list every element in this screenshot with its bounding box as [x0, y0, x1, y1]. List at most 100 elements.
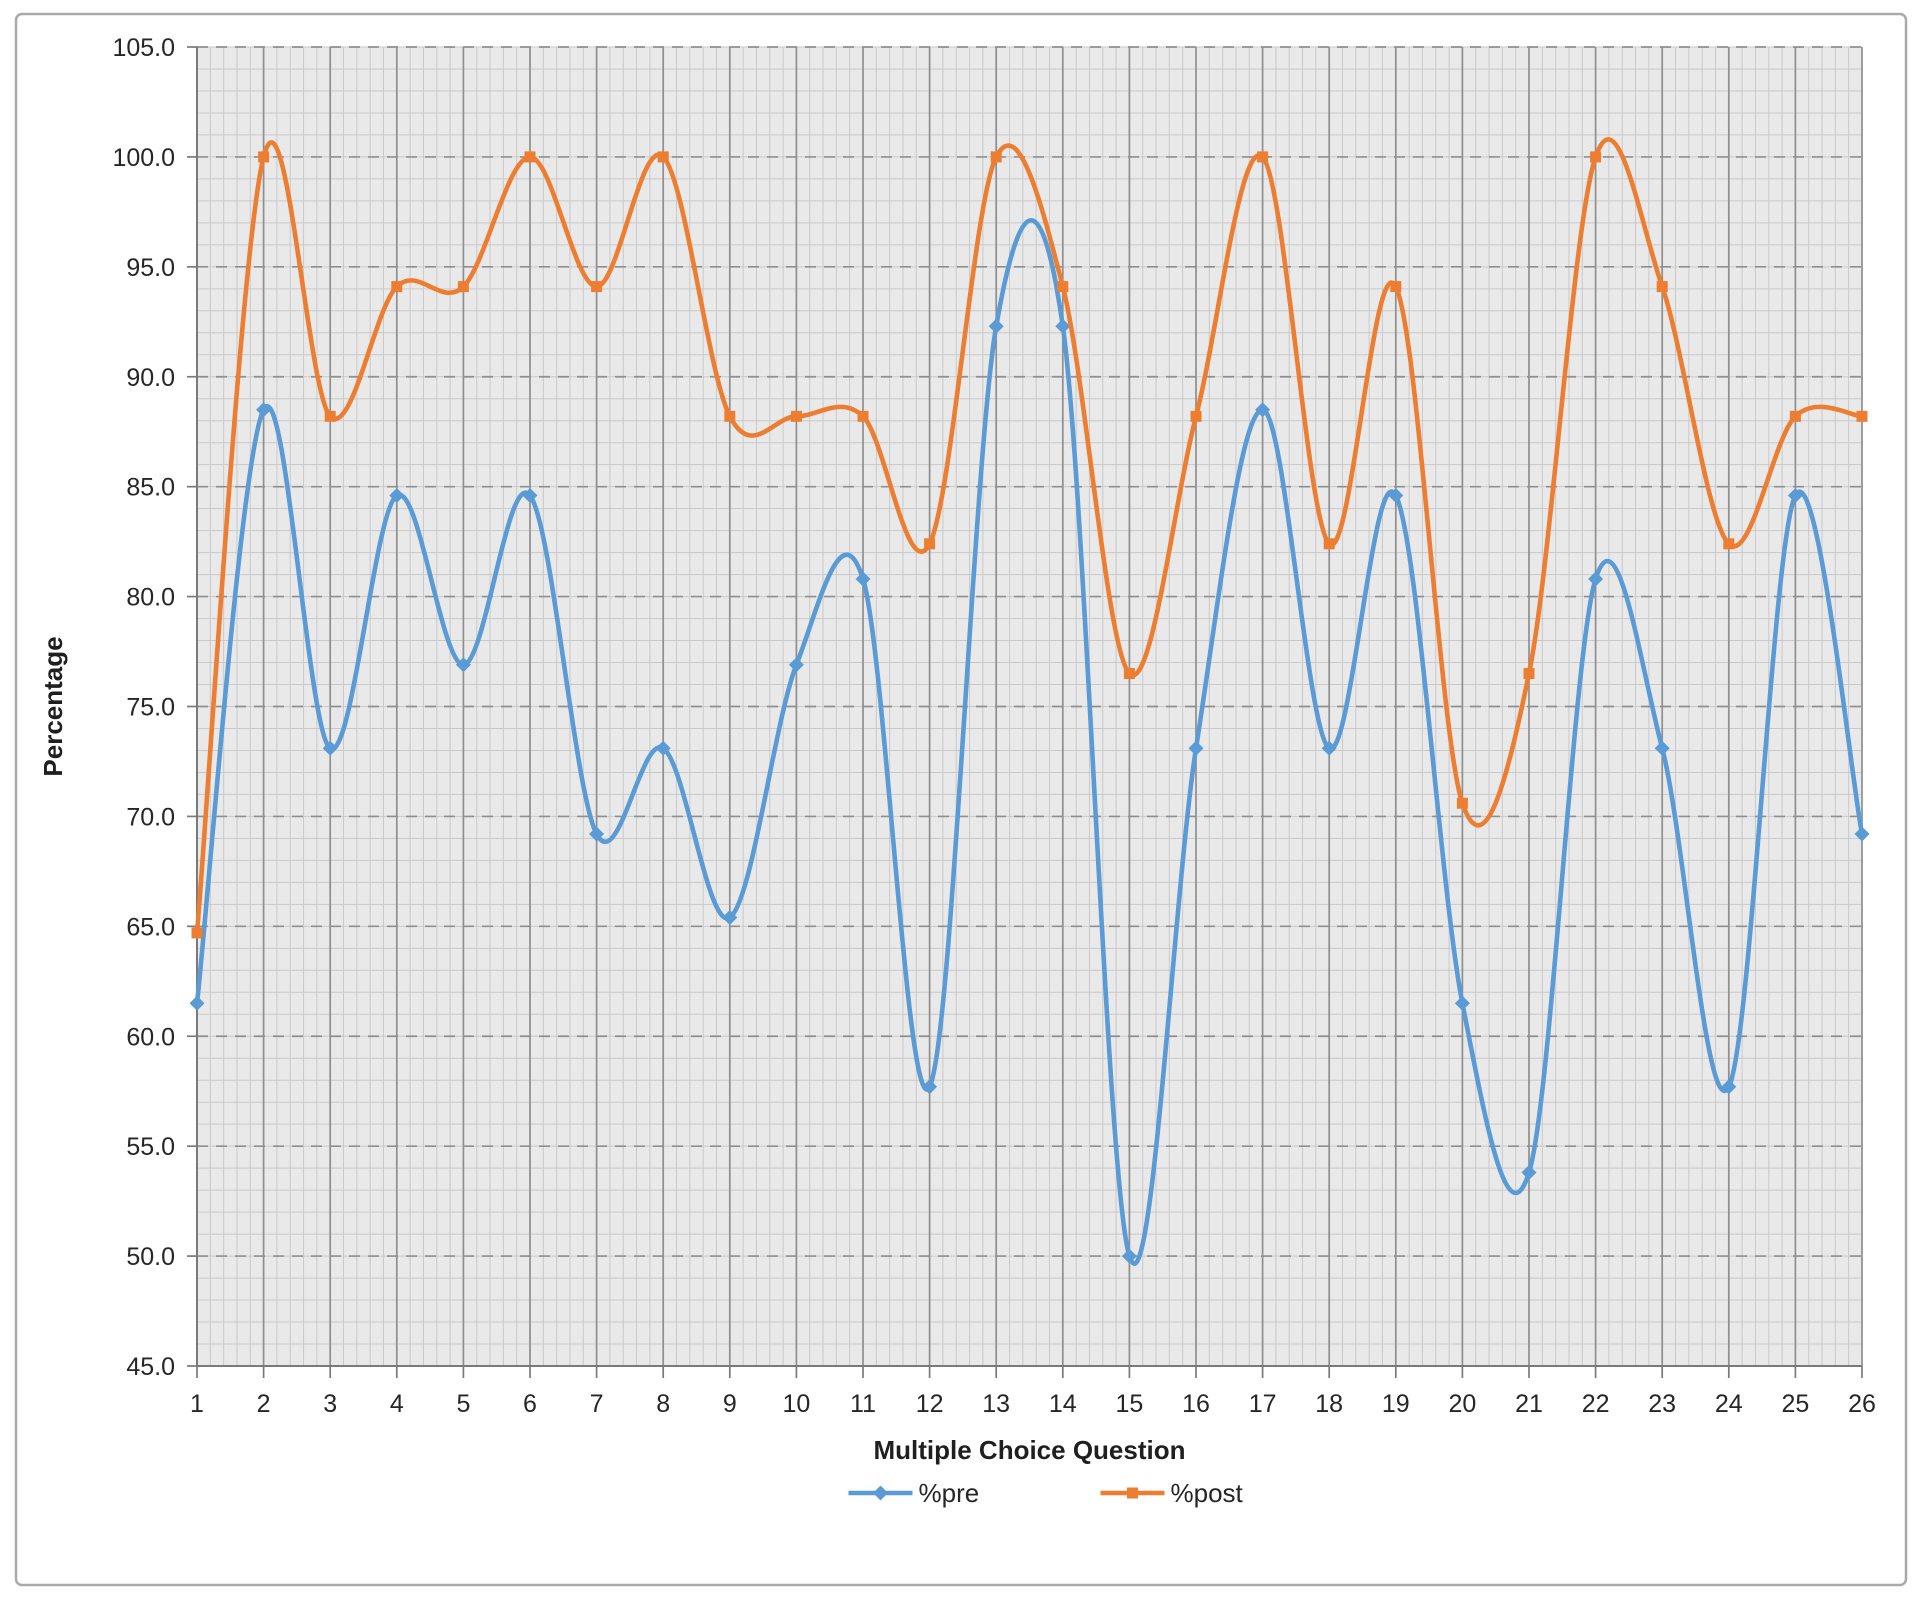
pre-data-point-marker	[1454, 995, 1470, 1011]
x-tick-label: 12	[916, 1390, 944, 1418]
x-tick-label: 2	[257, 1390, 271, 1418]
post-series-line	[194, 137, 1865, 936]
legend-item-post: %post	[1100, 1478, 1244, 1508]
post-data-point-marker	[657, 151, 669, 163]
pre-data-point-marker	[788, 657, 804, 673]
pre-data-point-marker	[522, 487, 538, 503]
y-tick-label: 65.0	[126, 913, 175, 941]
pre-data-point-marker	[1721, 1079, 1737, 1095]
post-data-point-marker	[391, 281, 403, 293]
post-data-point-marker	[857, 410, 869, 422]
post-data-point-marker	[790, 410, 802, 422]
post-data-point-marker	[1123, 668, 1135, 680]
pre-data-point-marker	[1321, 740, 1337, 756]
post-data-point-marker	[258, 151, 270, 163]
post-data-point-marker	[1257, 151, 1269, 163]
x-tick-label: 22	[1582, 1390, 1610, 1418]
legend-label-post: %post	[1171, 1478, 1244, 1508]
pre-data-point-marker	[922, 1079, 938, 1095]
pre-data-point-marker	[1588, 571, 1604, 587]
x-tick-label: 20	[1448, 1390, 1476, 1418]
post-data-point-marker	[1856, 410, 1868, 422]
x-tick-label: 23	[1648, 1390, 1676, 1418]
x-tick-label: 13	[982, 1390, 1010, 1418]
post-data-point-marker	[191, 927, 203, 939]
y-tick-label: 85.0	[126, 474, 175, 502]
post-data-point-marker	[1390, 281, 1402, 293]
pre-data-point-marker	[455, 657, 471, 673]
post-data-point-marker	[924, 538, 936, 550]
x-tick-label: 18	[1315, 1390, 1343, 1418]
pre-data-point-marker	[655, 740, 671, 756]
post-data-point-marker	[1723, 538, 1735, 550]
pre-data-point-marker	[1521, 1165, 1537, 1181]
x-tick-label: 15	[1115, 1390, 1143, 1418]
pre-data-point-marker	[722, 910, 738, 926]
x-tick-label: 1	[190, 1390, 204, 1418]
x-tick-label: 24	[1715, 1390, 1743, 1418]
y-tick-label: 80.0	[126, 584, 175, 612]
x-tick-label: 14	[1049, 1390, 1077, 1418]
x-tick-label: 25	[1781, 1390, 1809, 1418]
post-data-point-marker	[724, 410, 736, 422]
pre-data-point-marker	[1787, 487, 1803, 503]
x-tick-label: 5	[456, 1390, 470, 1418]
y-tick-label: 100.0	[112, 144, 175, 172]
post-data-point-marker	[1523, 668, 1535, 680]
x-tick-label: 10	[782, 1390, 810, 1418]
x-tick-label: 9	[723, 1390, 737, 1418]
y-tick-label: 70.0	[126, 803, 175, 831]
post-data-point-marker	[524, 151, 536, 163]
post-data-point-marker	[1789, 410, 1801, 422]
pre-data-point-marker	[1654, 740, 1670, 756]
x-axis-title: Multiple Choice Question	[873, 1435, 1185, 1465]
pre-data-point-marker	[189, 995, 205, 1011]
x-tick-label: 11	[850, 1390, 876, 1418]
pre-data-point-marker	[322, 740, 338, 756]
post-data-point-marker	[1590, 151, 1602, 163]
legend-item-pre: %pre	[848, 1478, 980, 1508]
pre-data-point-marker	[1188, 740, 1204, 756]
post-data-point-marker	[1323, 538, 1335, 550]
pre-data-point-marker	[1055, 318, 1071, 334]
y-tick-label: 50.0	[126, 1243, 175, 1271]
x-tick-label: 16	[1182, 1390, 1210, 1418]
legend-marker-post	[1127, 1487, 1138, 1499]
y-tick-label: 55.0	[126, 1133, 175, 1161]
post-series	[191, 137, 1868, 939]
pre-data-point-marker	[1388, 487, 1404, 503]
x-tick-label: 21	[1515, 1390, 1543, 1418]
page-border	[14, 12, 1908, 1587]
tick-marks	[187, 46, 1863, 1378]
y-tick-label: 45.0	[126, 1353, 175, 1381]
post-data-point-marker	[1190, 410, 1202, 422]
y-tick-label: 105.0	[112, 34, 175, 62]
pre-data-point-marker	[1255, 402, 1271, 418]
x-tick-label: 6	[523, 1390, 537, 1418]
x-tick-label: 7	[590, 1390, 604, 1418]
pre-data-point-marker	[1121, 1248, 1137, 1264]
x-tick-label: 3	[323, 1390, 337, 1418]
legend-marker-pre	[873, 1485, 888, 1501]
y-tick-label: 90.0	[126, 364, 175, 392]
pre-series-line	[194, 218, 1865, 1266]
pre-data-point-marker	[589, 826, 605, 842]
pre-data-point-marker	[389, 487, 405, 503]
post-data-point-marker	[1456, 797, 1468, 809]
x-tick-label: 8	[656, 1390, 670, 1418]
y-tick-label: 95.0	[126, 254, 175, 282]
post-data-point-marker	[324, 410, 336, 422]
x-tick-label: 26	[1848, 1390, 1876, 1418]
pre-data-point-marker	[988, 318, 1004, 334]
post-data-point-marker	[1057, 281, 1069, 293]
post-data-point-marker	[591, 281, 603, 293]
post-data-point-marker	[990, 151, 1002, 163]
legend-label-pre: %pre	[919, 1478, 980, 1508]
pre-data-point-marker	[1854, 826, 1870, 842]
post-data-point-marker	[457, 281, 469, 293]
pre-data-point-marker	[256, 402, 272, 418]
post-data-point-marker	[1656, 281, 1668, 293]
y-tick-label: 60.0	[126, 1023, 175, 1051]
